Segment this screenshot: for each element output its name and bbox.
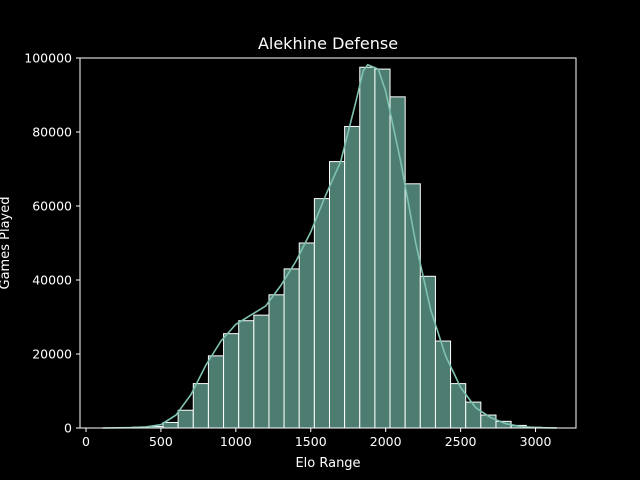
histogram-bar bbox=[162, 421, 179, 429]
y-tick-label: 20000 bbox=[32, 347, 72, 362]
histogram-bar bbox=[177, 409, 194, 429]
histogram-bar bbox=[359, 66, 376, 429]
histogram-bar bbox=[223, 333, 240, 429]
y-tick-label: 80000 bbox=[32, 125, 72, 140]
chart-title: Alekhine Defense bbox=[258, 34, 398, 53]
y-tick-label: 60000 bbox=[32, 199, 72, 214]
histogram-bar bbox=[344, 125, 361, 429]
histogram-bar bbox=[434, 340, 452, 429]
y-tick-label: 40000 bbox=[32, 273, 72, 288]
histogram-bar bbox=[283, 268, 300, 429]
x-axis: 0 500 1000 1500 2000 2500 3000 bbox=[82, 428, 551, 449]
x-tick-label: 1500 bbox=[295, 434, 327, 449]
y-tick-label: 0 bbox=[64, 421, 72, 436]
histogram-bar bbox=[328, 161, 346, 429]
histogram-bar bbox=[313, 198, 330, 429]
x-axis-label: Elo Range bbox=[295, 456, 360, 471]
histogram-bar bbox=[268, 294, 285, 429]
x-tick-label: 1000 bbox=[220, 434, 252, 449]
histogram-bar bbox=[192, 383, 209, 429]
x-tick-label: 500 bbox=[149, 434, 173, 449]
y-tick-label: 100000 bbox=[24, 51, 72, 66]
histogram-bar bbox=[253, 314, 270, 429]
x-tick-label: 3000 bbox=[520, 434, 552, 449]
y-axis: 0 20000 40000 60000 80000 100000 bbox=[24, 51, 80, 436]
x-tick-label: 2500 bbox=[445, 434, 477, 449]
kde-curve bbox=[102, 63, 557, 429]
histogram-bar bbox=[238, 320, 255, 429]
plot-frame bbox=[79, 57, 577, 429]
histogram-bar bbox=[465, 401, 482, 429]
histogram-bar bbox=[374, 68, 391, 429]
histogram-bar bbox=[404, 183, 421, 429]
x-tick-label: 0 bbox=[82, 434, 90, 449]
y-axis-label: Games Played bbox=[0, 197, 13, 290]
bars-group bbox=[132, 66, 558, 429]
histogram-bar bbox=[298, 242, 315, 429]
histogram-bar bbox=[207, 355, 225, 429]
x-tick-label: 2000 bbox=[370, 434, 402, 449]
